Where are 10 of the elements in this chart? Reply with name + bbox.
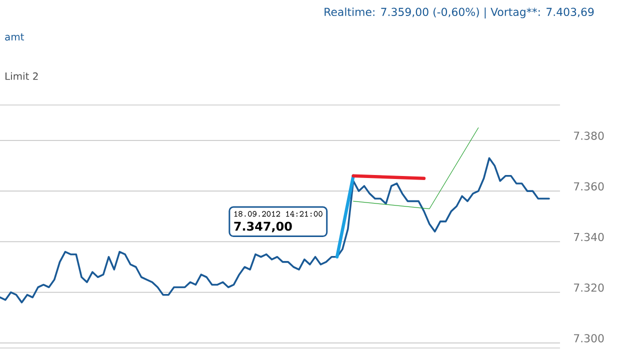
y-tick-label: 7.320 [574, 284, 604, 292]
y-tick-label: 7.300 [574, 334, 604, 342]
text: Limit 2 [6, 72, 38, 80]
y-tick-label: 7.360 [574, 182, 604, 191]
text: amt [5, 33, 24, 41]
chart-title: Realtime: 7.359,00 (-0,60%) | Vortag**: 7.403,69 [324, 8, 594, 18]
y-tick-label: 7.380 [574, 132, 604, 140]
annotation: 7.347,00 [234, 222, 292, 232]
annotation: 18.09.2012 14:21:00 [234, 211, 322, 217]
y-tick-label: 7.340 [574, 232, 604, 242]
